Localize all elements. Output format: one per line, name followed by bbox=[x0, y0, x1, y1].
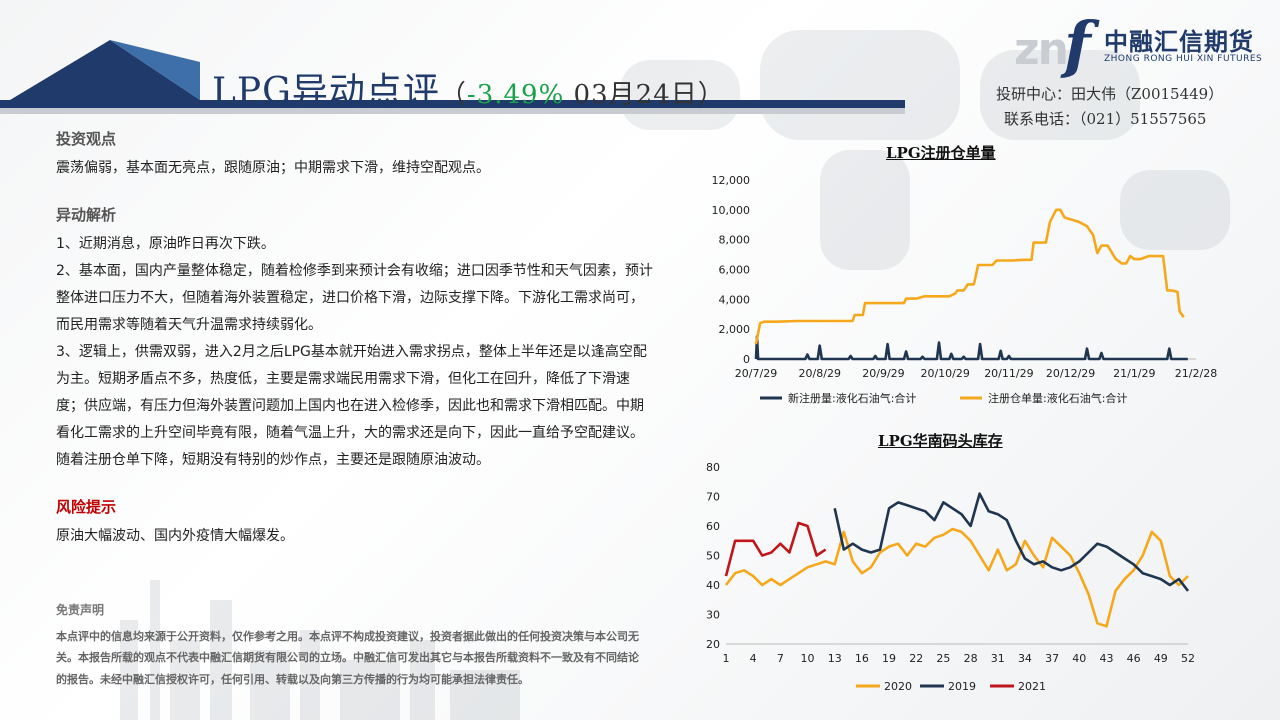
chart2-y-tick: 50 bbox=[706, 550, 720, 563]
chart1-x-tick: 21/1/29 bbox=[1113, 367, 1155, 380]
chart1-y-tick: 8,000 bbox=[719, 234, 751, 247]
chart2-x-tick: 52 bbox=[1181, 652, 1195, 665]
analysis-point-2: 2、基本面，国内产量整体稳定，随着检修季到来预计会有收缩；进口因季节性和天气因素… bbox=[56, 263, 653, 333]
chart2-y-tick: 60 bbox=[706, 520, 720, 533]
page-title: LPG异动点评（-3.49% 03月24日） bbox=[212, 62, 725, 114]
chart2-x-tick: 28 bbox=[964, 652, 978, 665]
chart2-x-tick: 22 bbox=[909, 652, 923, 665]
chart1-x-tick: 20/9/29 bbox=[862, 367, 904, 380]
chart1-x-tick: 20/12/29 bbox=[1046, 367, 1095, 380]
chart2-y-tick: 80 bbox=[706, 461, 720, 474]
chart1-series-line-0 bbox=[754, 335, 1188, 361]
chart2-x-tick: 43 bbox=[1099, 652, 1113, 665]
logo-zn-mark: zn bbox=[1014, 24, 1069, 75]
chart1-y-tick: 0 bbox=[743, 353, 750, 366]
chart2-x-tick: 10 bbox=[801, 652, 815, 665]
chart2-legend-label: 2021 bbox=[1018, 680, 1046, 693]
logo-company-name: 中融汇信期货 bbox=[1104, 28, 1254, 56]
chart2-legend-label: 2019 bbox=[948, 680, 976, 693]
chart1-y-tick: 12,000 bbox=[712, 174, 751, 187]
chart-2-title: LPG华南码头库存 bbox=[878, 432, 1003, 450]
chart1-y-tick: 10,000 bbox=[712, 204, 751, 217]
chart1-legend-label: 新注册量:液化石油气:合计 bbox=[788, 391, 916, 405]
title-main: LPG异动点评 bbox=[212, 71, 440, 112]
chart2-x-tick: 40 bbox=[1072, 652, 1086, 665]
chart2-y-tick: 20 bbox=[706, 638, 720, 651]
chart2-x-tick: 1 bbox=[723, 652, 730, 665]
title-date: 03月24日） bbox=[564, 80, 725, 110]
chart1-x-tick: 21/2/28 bbox=[1175, 367, 1217, 380]
disclaimer-text: 本点评中的信息均来源于公开资料，仅作参考之用。本点评不构成投资建议，投资者据此做… bbox=[56, 629, 639, 686]
view-text: 震荡偏弱，基本面无亮点，跟随原油；中期需求下滑，维持空配观点。 bbox=[56, 160, 490, 176]
chart2-x-tick: 4 bbox=[750, 652, 757, 665]
chart-south-china-inventory: 20 30 40 50 60 70 80 1 4 7 10 13 16 19 22 25 28 31 34 37 40 4… bbox=[706, 461, 1195, 693]
header-banner bbox=[0, 40, 905, 114]
analysis-point-3: 3、逻辑上，供需双弱，进入2月之后LPG基本就开始进入需求拐点，整体上半年还是以… bbox=[56, 344, 647, 468]
logo-company-name-en: ZHONG RONG HUI XIN FUTURES bbox=[1104, 54, 1263, 64]
chart2-x-tick: 16 bbox=[855, 652, 869, 665]
chart1-y-tick: 2,000 bbox=[719, 323, 751, 336]
chart2-x-tick: 13 bbox=[828, 652, 842, 665]
risk-heading: 风险提示 bbox=[56, 498, 117, 516]
chart2-y-tick: 30 bbox=[706, 609, 720, 622]
contact-info: 投研中心：田大伟（Z0015449） 联系电话：（021）51557565 bbox=[996, 82, 1223, 132]
chart2-x-tick: 19 bbox=[882, 652, 896, 665]
chart1-series-line-1 bbox=[754, 208, 1185, 345]
chart1-x-tick: 20/11/29 bbox=[984, 367, 1033, 380]
chart2-x-tick: 49 bbox=[1154, 652, 1168, 665]
chart1-y-tick: 6,000 bbox=[719, 264, 751, 277]
chart2-x-tick: 7 bbox=[777, 652, 784, 665]
view-heading: 投资观点 bbox=[56, 130, 117, 148]
chart-registered-warrants: 0 2,000 4,000 6,000 8,000 10,000 12,000 20/7/29… bbox=[712, 174, 1218, 405]
city-skyline-watermark bbox=[120, 580, 520, 720]
chart-1-title: LPG注册仓单量 bbox=[886, 144, 996, 162]
chart2-series-line-0 bbox=[724, 527, 1189, 628]
contact-phone: 联系电话：（021）51557565 bbox=[1004, 110, 1207, 128]
chart1-x-tick: 20/8/29 bbox=[799, 367, 841, 380]
chart2-x-tick: 34 bbox=[1018, 652, 1032, 665]
risk-text: 原油大幅波动、国内外疫情大幅爆发。 bbox=[56, 528, 294, 544]
chart2-series-line-1 bbox=[833, 492, 1190, 592]
title-paren: （ bbox=[439, 80, 467, 110]
chart2-x-tick: 46 bbox=[1127, 652, 1141, 665]
disclaimer-heading: 免责声明 bbox=[56, 603, 105, 617]
chart2-x-tick: 37 bbox=[1045, 652, 1059, 665]
logo-f-mark: f bbox=[1064, 8, 1091, 81]
chart2-x-tick: 31 bbox=[991, 652, 1005, 665]
chart2-y-tick: 70 bbox=[706, 491, 720, 504]
chart2-series-line-2 bbox=[724, 521, 827, 577]
chart2-legend-label: 2020 bbox=[884, 680, 912, 693]
chart2-x-tick: 25 bbox=[936, 652, 950, 665]
chart1-legend-label: 注册仓单量:液化石油气:合计 bbox=[988, 391, 1127, 405]
disclaimer: 免责声明 本点评中的信息均来源于公开资料，仅作参考之用。本点评不构成投资建议，投… bbox=[56, 600, 646, 690]
chart1-y-tick: 4,000 bbox=[719, 293, 751, 306]
title-percent: -3.49% bbox=[466, 80, 565, 110]
chart1-x-tick: 20/7/29 bbox=[735, 367, 777, 380]
commentary-column: 投资观点 震荡偏弱，基本面无亮点，跟随原油；中期需求下滑，维持空配观点。 异动解… bbox=[56, 128, 656, 550]
chart1-x-tick: 20/10/29 bbox=[920, 367, 969, 380]
contact-analyst: 投研中心：田大伟（Z0015449） bbox=[996, 85, 1224, 103]
company-logo: zn f 中融汇信期货 ZHONG RONG HUI XIN FUTURES bbox=[1012, 8, 1272, 81]
chart2-y-tick: 40 bbox=[706, 579, 720, 592]
analysis-point-1: 1、近期消息，原油昨日再次下跌。 bbox=[56, 236, 275, 252]
analysis-heading: 异动解析 bbox=[56, 206, 117, 224]
